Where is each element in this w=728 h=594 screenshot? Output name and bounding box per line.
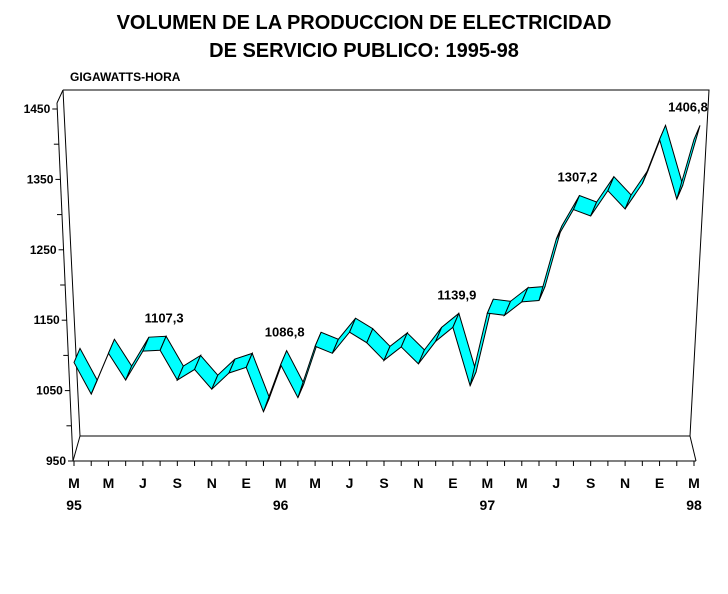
x-tick-label: E xyxy=(448,475,457,491)
ribbon-segment xyxy=(538,225,563,301)
y-tick-label: 1050 xyxy=(36,384,63,398)
ribbon-segment xyxy=(417,327,443,365)
x-tick-label: S xyxy=(173,475,182,491)
year-label: 96 xyxy=(273,497,289,513)
ribbon-segment xyxy=(676,125,701,200)
x-tick-label: M xyxy=(103,475,115,491)
x-tick-label: E xyxy=(655,475,664,491)
ribbon-segment xyxy=(624,169,649,210)
floor-left-edge xyxy=(72,435,81,462)
x-tick-label: N xyxy=(207,475,217,491)
y-axis-front xyxy=(56,102,74,462)
data-label: 1139,9 xyxy=(437,287,476,302)
x-tick-label: J xyxy=(346,475,354,491)
year-label: 95 xyxy=(66,497,82,513)
x-tick-label: N xyxy=(620,475,630,491)
y-tick-label: 950 xyxy=(46,454,66,468)
ribbon-segment xyxy=(125,336,150,381)
year-label: 97 xyxy=(480,497,496,513)
x-tick-label: M xyxy=(309,475,321,491)
floor-right-edge xyxy=(689,435,697,462)
data-label: 1107,3 xyxy=(145,310,184,325)
back-wall xyxy=(62,89,710,437)
y-axis-edge xyxy=(56,89,64,104)
ribbon-segment xyxy=(555,195,580,240)
ribbon-segment xyxy=(245,352,270,414)
x-tick-label: M xyxy=(688,475,700,491)
data-label: 1406,8 xyxy=(668,99,708,114)
ribbon-segment xyxy=(659,123,684,201)
x-tick-label: M xyxy=(275,475,287,491)
y-tick-label: 1450 xyxy=(24,102,51,116)
data-label: 1086,8 xyxy=(265,325,305,340)
x-tick-label: M xyxy=(481,475,493,491)
y-tick-label: 1250 xyxy=(30,243,57,257)
data-label: 1307,2 xyxy=(558,170,598,185)
y-tick-label: 1350 xyxy=(27,172,54,186)
x-tick-label: J xyxy=(139,475,147,491)
ribbon-segment xyxy=(331,317,357,354)
y-tick-label: 1150 xyxy=(34,313,60,327)
x-tick-label: N xyxy=(413,475,423,491)
y-axis-label: GIGAWATTS-HORA xyxy=(70,70,181,84)
x-tick-label: S xyxy=(586,475,595,491)
chart-title-line1: VOLUMEN DE LA PRODUCCION DE ELECTRICIDAD xyxy=(116,12,612,34)
x-tick-label: J xyxy=(552,475,560,491)
x-tick-label: E xyxy=(242,475,251,491)
year-label: 98 xyxy=(686,497,702,513)
x-tick-label: M xyxy=(68,475,80,491)
x-tick-label: S xyxy=(379,475,388,491)
chart-title-line2: DE SERVICIO PUBLICO: 1995-98 xyxy=(209,40,519,62)
x-tick-label: M xyxy=(516,475,528,491)
